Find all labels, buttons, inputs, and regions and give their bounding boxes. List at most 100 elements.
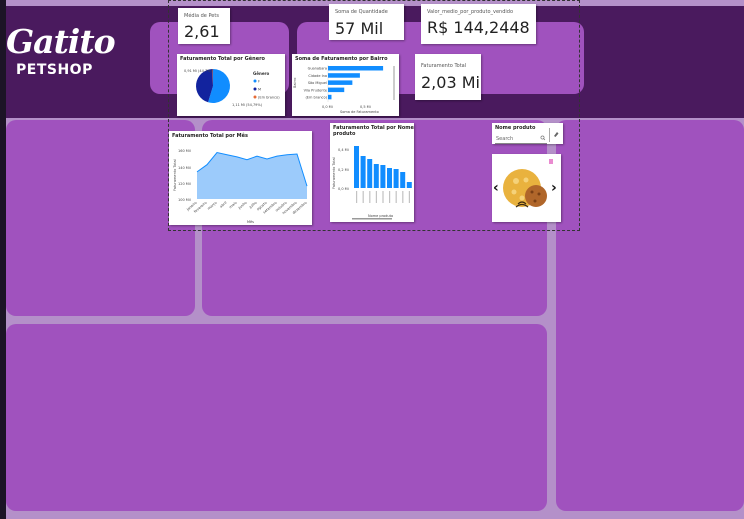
y-tick-2: 0,0 Mi <box>338 187 349 191</box>
pie-slice <box>212 69 213 86</box>
bar <box>406 182 412 188</box>
pie-label-right: 1,11 Mi (54,79%) <box>232 103 263 107</box>
y-axis-label: Faturamento Total <box>332 157 336 189</box>
search-icon <box>540 135 546 141</box>
bar <box>400 172 406 188</box>
legend-dot-f <box>253 79 257 83</box>
kpi-soma-quantidade[interactable]: Soma de Quantidade 57 Mil <box>329 4 404 40</box>
x-tick-label: janeiro <box>185 201 198 212</box>
x-tick-label <box>356 191 358 203</box>
kpi-media-pets[interactable]: Média de Pets 2,61 <box>178 8 230 44</box>
bar <box>328 80 353 85</box>
x-tick-label: março <box>207 201 218 211</box>
x-tick-label: agosto <box>256 201 268 212</box>
x-tick-label: junho <box>237 201 248 211</box>
x-tick-label <box>382 191 384 203</box>
x-axis-label: Nome produto <box>368 214 393 218</box>
slicer-nome-produto[interactable]: Nome produto Search <box>492 123 563 144</box>
bar-chart-produto[interactable]: Faturamento Total por Nome produto Fatur… <box>330 123 414 222</box>
bg-tile <box>6 324 547 511</box>
x-tick-label <box>362 191 364 203</box>
y-tick-3: 100 Mil <box>178 198 191 202</box>
legend-dot-m <box>253 87 257 91</box>
divider <box>549 128 550 142</box>
chart-title-1: Faturamento Total por Nome <box>333 125 414 131</box>
legend-title: Gênero <box>253 71 270 76</box>
slicer-title: Nome produto <box>495 125 536 131</box>
bar <box>360 156 366 188</box>
x-tick-label <box>389 191 391 203</box>
bar <box>373 164 379 188</box>
y-tick-0: 160 Mil <box>178 149 191 153</box>
x-tick-label <box>402 191 404 203</box>
pie-chart-genero[interactable]: Faturamento Total por Gênero 0,91 Mi (44… <box>177 54 285 116</box>
scrollbar[interactable] <box>352 218 392 220</box>
next-arrow-icon[interactable]: › <box>551 180 557 196</box>
eraser-icon[interactable] <box>553 131 559 138</box>
bar-category-label: (Em branco) <box>305 96 327 100</box>
bar <box>328 66 384 71</box>
y-axis-label: Faturamento Total <box>173 159 177 191</box>
bar-chart-bairro[interactable]: Soma de Faturamento por Bairro Bairro Gu… <box>292 54 399 116</box>
chart-title-2: produto <box>333 131 356 137</box>
kpi-title: Faturamento Total <box>421 63 467 69</box>
kpi-valor-medio[interactable]: Valor_medio_por_produto_vendido R$ 144,2… <box>421 4 536 44</box>
produto-svg: Faturamento Total 0,4 Mi 0,2 Mi 0,0 Mi N… <box>332 146 412 220</box>
bg-tile <box>556 120 744 511</box>
bar <box>387 168 392 188</box>
y-tick-0: 0,4 Mi <box>338 148 349 152</box>
bar <box>328 87 345 93</box>
x-tick-label <box>395 191 397 203</box>
x-tick-label <box>375 191 377 203</box>
kpi-title: Média de Pets <box>184 13 219 19</box>
product-image-carousel[interactable]: ‹ › <box>492 154 561 222</box>
kpi-title: Soma de Quantidade <box>335 9 388 15</box>
bar <box>380 165 386 188</box>
kpi-title: Valor_medio_por_produto_vendido <box>427 9 513 15</box>
logo-text: Gatito <box>6 22 116 61</box>
bar <box>393 169 399 188</box>
bar <box>367 159 373 188</box>
x-tick-1: 0,5 Mi <box>360 105 371 109</box>
chart-title: Faturamento Total por Gênero <box>180 56 265 62</box>
bar <box>328 94 332 100</box>
selection-frame <box>168 0 580 231</box>
x-tick-label: maio <box>228 201 237 210</box>
x-axis-label: Soma de Faturamento <box>340 110 379 114</box>
legend-item-f: F <box>258 80 260 84</box>
x-tick-label: abril <box>219 201 228 209</box>
bar-category-label: Vila Prudente <box>304 88 327 92</box>
x-tick-label <box>408 191 410 203</box>
pie-slice <box>195 69 213 103</box>
legend-item-blank: (Em branco) <box>258 96 280 100</box>
y-tick-2: 120 Mil <box>178 182 191 186</box>
bar <box>354 146 359 188</box>
x-axis-label: Mês <box>247 220 254 224</box>
pie-label-left: 0,91 Mi (44,7%) <box>184 69 212 73</box>
scrollbar[interactable] <box>393 66 395 100</box>
y-tick-1: 0,2 Mi <box>338 168 349 172</box>
bar-category-label: São Miguel <box>308 81 327 85</box>
kpi-value: 2,61 <box>184 22 220 41</box>
kpi-value: 2,03 Mi <box>421 73 480 92</box>
bairro-svg: Bairro Guanabara Cidade Ina São Miguel Vila… <box>293 65 395 114</box>
logo-subtext: PETSHOP <box>16 62 93 78</box>
prev-arrow-icon[interactable]: ‹ <box>493 180 499 196</box>
chart-title: Soma de Faturamento por Bairro <box>295 56 388 62</box>
slicer-search-input[interactable]: Search <box>495 134 547 144</box>
legend-item-m: M <box>258 88 261 92</box>
legend-dot-blank <box>253 95 257 99</box>
chart-title: Faturamento Total por Mês <box>172 133 248 139</box>
x-tick-label <box>369 191 371 203</box>
left-edge-bar <box>0 0 6 519</box>
x-tick-label: julho <box>248 201 258 210</box>
y-tick-1: 140 Mil <box>178 166 191 170</box>
bar-category-label: Cidade Ina <box>308 74 327 78</box>
x-tick-0: 0,0 Mi <box>322 105 333 109</box>
series-line <box>196 152 308 187</box>
area-fill <box>197 152 307 199</box>
bg-tile <box>6 120 195 316</box>
mes-svg: Faturamento Total 160 Mil 140 Mil 120 Mi… <box>173 149 308 224</box>
area-chart-mes[interactable]: Faturamento Total por Mês Faturamento To… <box>169 131 312 225</box>
kpi-faturamento-total[interactable]: Faturamento Total 2,03 Mi <box>415 54 481 100</box>
